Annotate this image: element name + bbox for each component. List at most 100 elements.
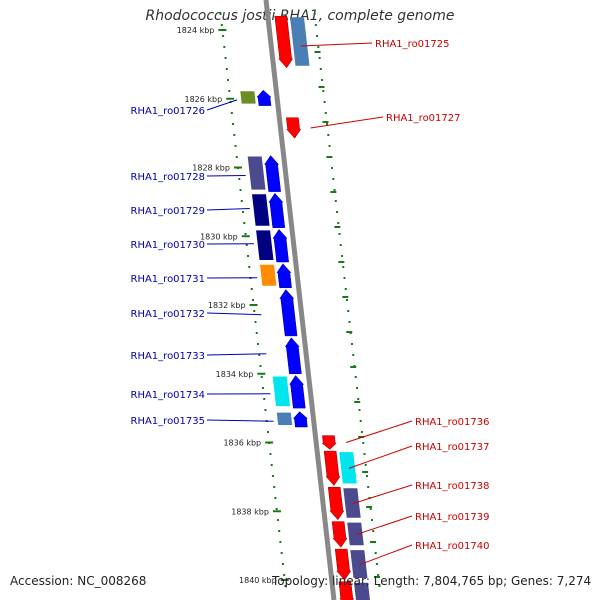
gene-label-rha1-ro01739[interactable]: RHA1_ro01739 bbox=[415, 512, 490, 523]
scale-tick-label: 1824 kbp bbox=[177, 26, 215, 35]
scale-dot-left bbox=[252, 299, 254, 301]
scale-tick-label: 1826 kbp bbox=[184, 95, 222, 104]
scale-tick-label: 1830 kbp bbox=[200, 232, 238, 241]
gene-arrow-rha1-ro01736[interactable] bbox=[321, 435, 337, 450]
gene-label-rha1-ro01735[interactable]: RHA1_ro01735 bbox=[131, 416, 206, 427]
scale-dot-right bbox=[363, 453, 366, 455]
scale-dot-left bbox=[269, 453, 272, 455]
scale-tick-label: 1832 kbp bbox=[208, 301, 246, 310]
scale-dot-left bbox=[261, 387, 264, 389]
scale-dot-right bbox=[334, 200, 337, 202]
gene-arrow-rha1-ro01733[interactable] bbox=[284, 337, 302, 375]
scale-tick-label: 1828 kbp bbox=[192, 164, 230, 173]
gene-cog-box-rha1-ro01729[interactable] bbox=[252, 194, 270, 226]
scale-dot-right bbox=[333, 189, 336, 191]
gene-arrow-rha1-ro01737[interactable] bbox=[323, 450, 341, 486]
scale-dot-left bbox=[235, 156, 238, 158]
gene-arrow-rha1-ro01739[interactable] bbox=[331, 521, 348, 548]
gene-arrow-rha1-ro01726[interactable] bbox=[256, 89, 272, 106]
gene-arrow-unlabeled-gene[interactable] bbox=[338, 581, 355, 600]
gene-arrow-rha1-ro01728[interactable] bbox=[264, 155, 281, 192]
scale-dot-left bbox=[222, 35, 225, 37]
gene-label-rha1-ro01731[interactable]: RHA1_ro01731 bbox=[131, 274, 206, 285]
scale-tick-label: 1834 kbp bbox=[216, 370, 254, 379]
gene-label-rha1-ro01729[interactable]: RHA1_ro01729 bbox=[131, 206, 206, 217]
gene-label-rha1-ro01726[interactable]: RHA1_ro01726 bbox=[131, 106, 206, 117]
gene-arrow-rha1-ro01735[interactable] bbox=[292, 411, 309, 428]
scale-dot-left bbox=[266, 431, 269, 433]
scale-dot-right bbox=[357, 398, 360, 400]
scale-dot-left bbox=[284, 585, 287, 587]
scale-dot-left bbox=[278, 530, 281, 532]
scale-dot-left bbox=[275, 508, 278, 510]
gene-cog-box-rha1-ro01739[interactable] bbox=[347, 522, 364, 546]
gene-arrow-rha1-ro01727[interactable] bbox=[286, 117, 302, 139]
gene-arrow-rha1-ro01734[interactable] bbox=[289, 375, 306, 409]
gene-label-rha1-ro01734[interactable]: RHA1_ro01734 bbox=[131, 390, 206, 401]
gene-cog-box-rha1-ro01731[interactable] bbox=[260, 264, 277, 286]
scale-dot-left bbox=[273, 486, 276, 488]
gene-cog-box-rha1-ro01726[interactable] bbox=[240, 91, 256, 104]
scale-dot-left bbox=[259, 365, 262, 367]
gene-cog-box-rha1-ro01735[interactable] bbox=[276, 412, 293, 425]
scale-dot-left bbox=[271, 475, 274, 477]
scale-dot-right bbox=[369, 508, 372, 510]
gene-arrow-rha1-ro01729[interactable] bbox=[268, 192, 286, 228]
scale-dot-right bbox=[378, 585, 381, 587]
gene-cog-box-rha1-ro01728[interactable] bbox=[247, 156, 266, 190]
scale-dot-left bbox=[280, 552, 283, 554]
gene-label-rha1-ro01740[interactable]: RHA1_ro01740 bbox=[415, 541, 490, 552]
gene-arrow-rha1-ro01725[interactable] bbox=[274, 15, 294, 69]
gene-cog-box-unlabeled-gene[interactable] bbox=[354, 582, 371, 600]
scale-dot-right bbox=[327, 134, 330, 136]
gene-label-rha1-ro01728[interactable]: RHA1_ro01728 bbox=[131, 172, 206, 183]
genome-info-text: Topology: linear; Length: 7,804,765 bp; … bbox=[272, 574, 592, 588]
scale-dot-left bbox=[239, 189, 242, 191]
scale-dot-left bbox=[283, 574, 286, 576]
scale-dot-right bbox=[372, 530, 375, 532]
scale-dot-right bbox=[352, 354, 355, 356]
scale-dot-right bbox=[347, 310, 350, 312]
gene-label-rha1-ro01727[interactable]: RHA1_ro01727 bbox=[386, 113, 461, 124]
gene-label-rha1-ro01736[interactable]: RHA1_ro01736 bbox=[415, 417, 490, 428]
gene-arrow-rha1-ro01730[interactable] bbox=[272, 228, 289, 263]
gene-cog-box-rha1-ro01725[interactable] bbox=[290, 17, 310, 66]
scale-dot-right bbox=[336, 211, 339, 213]
scale-dot-right bbox=[377, 574, 380, 576]
gene-arrow-rha1-ro01740[interactable] bbox=[334, 548, 352, 581]
scale-dot-left bbox=[245, 244, 248, 246]
gene-label-rha1-ro01725[interactable]: RHA1_ro01725 bbox=[375, 39, 450, 50]
gene-arrow-rha1-ro01731[interactable] bbox=[276, 263, 292, 289]
gene-arrow-rha1-ro01732[interactable] bbox=[279, 289, 298, 337]
gene-cog-box-rha1-ro01738[interactable] bbox=[343, 488, 361, 518]
gene-cog-box-rha1-ro01737[interactable] bbox=[339, 452, 357, 484]
gene-label-rha1-ro01738[interactable]: RHA1_ro01738 bbox=[415, 481, 490, 492]
scale-dot-left bbox=[230, 112, 233, 114]
scale-dot-left bbox=[250, 288, 253, 290]
gene-leader-rha1-ro01739 bbox=[356, 515, 413, 535]
gene-label-rha1-ro01730[interactable]: RHA1_ro01730 bbox=[131, 240, 206, 251]
scale-dot-right bbox=[341, 255, 344, 257]
gene-label-rha1-ro01733[interactable]: RHA1_ro01733 bbox=[131, 351, 206, 362]
scale-dot-right bbox=[365, 475, 368, 477]
scale-dot-right bbox=[337, 222, 340, 224]
gene-cog-box-rha1-ro01730[interactable] bbox=[256, 230, 274, 260]
gene-leader-rha1-ro01725 bbox=[300, 42, 373, 47]
gene-label-rha1-ro01732[interactable]: RHA1_ro01732 bbox=[131, 309, 206, 320]
gene-cog-box-rha1-ro01734[interactable] bbox=[272, 376, 290, 407]
scale-dot-left bbox=[242, 211, 245, 213]
gene-features bbox=[240, 15, 371, 600]
gene-label-rha1-ro01737[interactable]: RHA1_ro01737 bbox=[415, 442, 490, 453]
scale-dot-right bbox=[318, 57, 321, 59]
scale-dot-left bbox=[244, 233, 247, 235]
scale-dot-left bbox=[270, 464, 273, 466]
scale-dot-right bbox=[317, 46, 320, 48]
gene-arrow-rha1-ro01738[interactable] bbox=[327, 486, 345, 521]
scale-dot-left bbox=[248, 266, 251, 268]
scale-dot-left bbox=[240, 200, 243, 202]
gene-leader-rha1-ro01733 bbox=[206, 353, 267, 356]
scale-dot-left bbox=[256, 343, 259, 345]
gene-leader-rha1-ro01738 bbox=[352, 484, 413, 504]
gene-cog-box-rha1-ro01740[interactable] bbox=[350, 550, 368, 578]
